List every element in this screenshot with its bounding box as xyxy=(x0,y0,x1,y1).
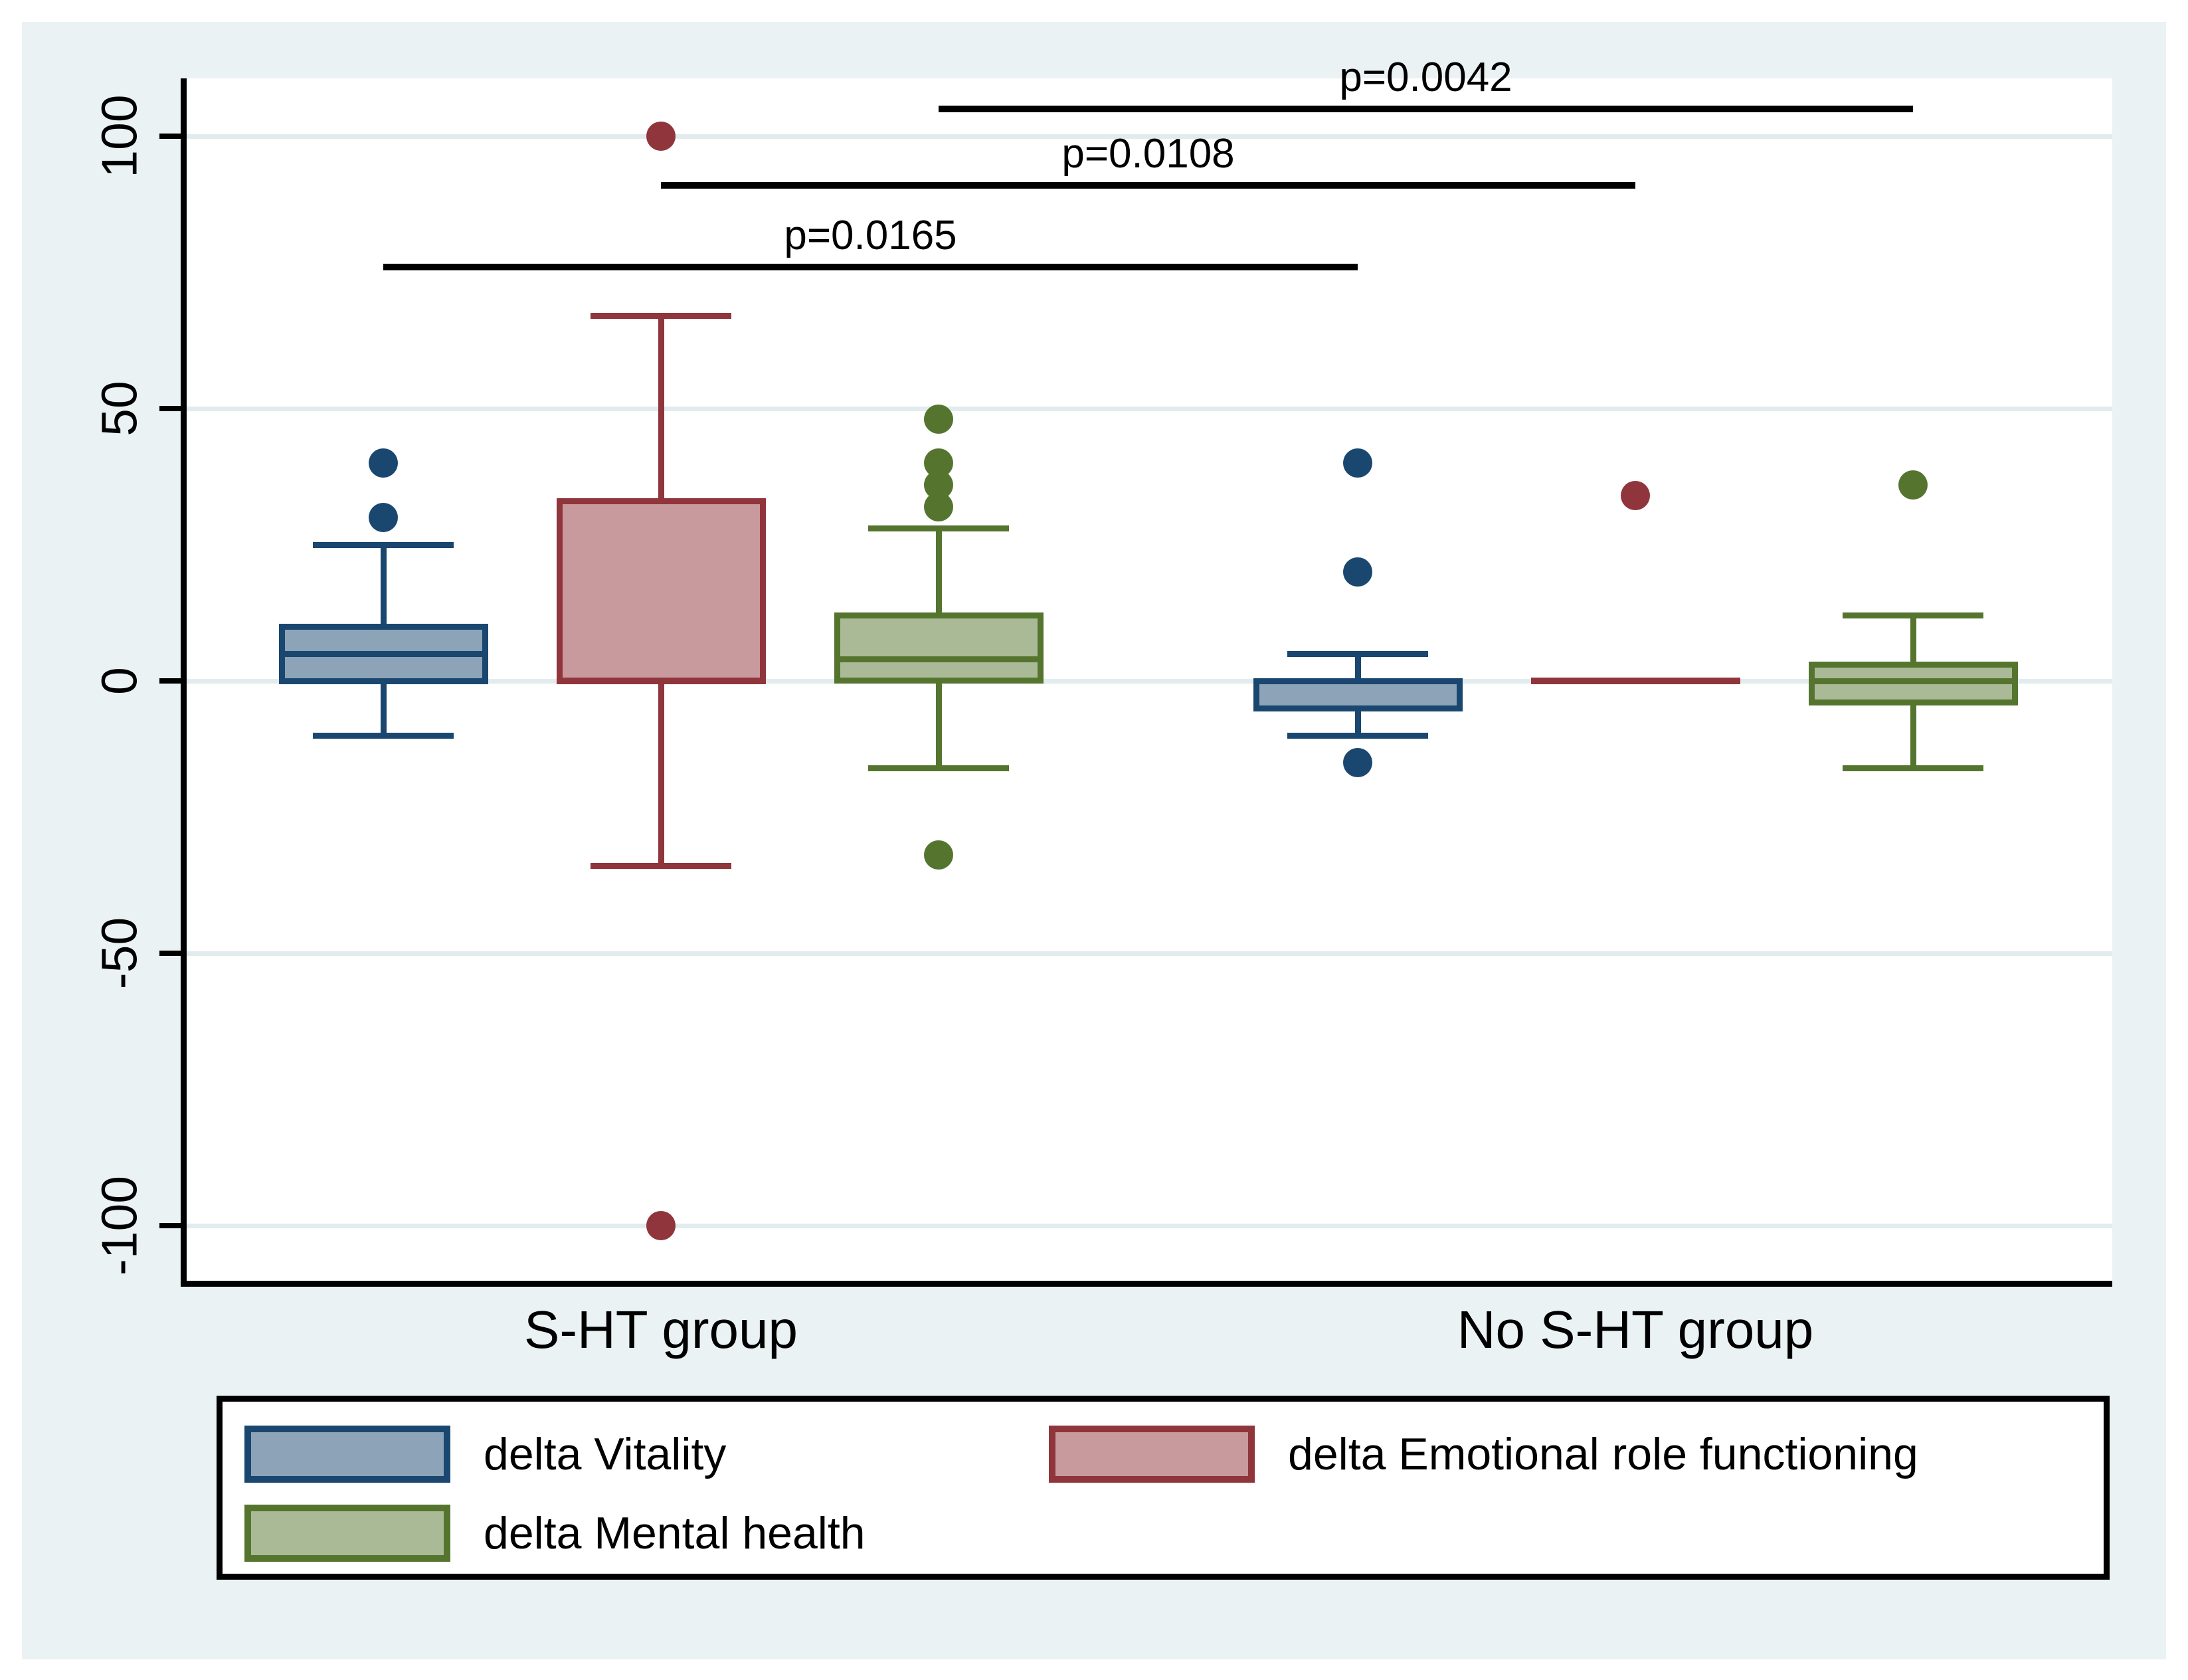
median-delta-mental-health-no-sht xyxy=(1808,678,2018,684)
significance-line-00165 xyxy=(383,263,1358,270)
y-tick-label-0: 0 xyxy=(91,667,147,695)
outlier-delta-mental-health-sht-3 xyxy=(924,492,953,521)
x-axis-line xyxy=(181,1281,2112,1287)
legend-swatch-delta-vitality xyxy=(244,1426,450,1483)
box-delta-mental-health-sht xyxy=(834,612,1044,684)
median-delta-emotional-role-functioning-no-sht xyxy=(1530,678,1740,684)
significance-label-00042: p=0.0042 xyxy=(1339,54,1512,100)
x-axis-label-sht-group: S-HT group xyxy=(523,1300,798,1359)
y-tick-label-50: 50 xyxy=(91,381,147,436)
outlier-delta-emotional-role-functioning-sht-1 xyxy=(646,1211,676,1240)
lower-whisker-cap-delta-vitality-no-sht xyxy=(1287,732,1428,739)
legend-label-delta-emotional-role-functioning: delta Emotional role functioning xyxy=(1288,1429,1918,1479)
median-delta-mental-health-sht xyxy=(834,656,1044,662)
upper-whisker-cap-delta-vitality-sht xyxy=(313,541,454,548)
y-axis-line xyxy=(181,78,187,1287)
significance-label-00108: p=0.0108 xyxy=(1061,130,1235,177)
upper-whisker-delta-mental-health-sht xyxy=(935,528,942,616)
upper-whisker-delta-mental-health-no-sht xyxy=(1910,615,1916,665)
gridline-50 xyxy=(186,406,2112,411)
outlier-delta-vitality-sht-0 xyxy=(369,448,398,478)
upper-whisker-cap-delta-mental-health-sht xyxy=(868,525,1009,531)
y-tick-label--50: -50 xyxy=(91,917,147,990)
median-delta-emotional-role-functioning-sht xyxy=(556,678,766,684)
median-delta-vitality-no-sht xyxy=(1253,678,1463,684)
legend-swatch-delta-mental-health xyxy=(244,1505,450,1562)
lower-whisker-delta-mental-health-sht xyxy=(935,681,942,769)
y-tick-label--100: -100 xyxy=(91,1175,147,1276)
upper-whisker-cap-delta-vitality-no-sht xyxy=(1287,650,1428,657)
outlier-delta-vitality-sht-1 xyxy=(369,503,398,532)
x-axis-label-no-sht-group: No S-HT group xyxy=(1457,1300,1814,1359)
significance-label-00165: p=0.0165 xyxy=(784,212,957,258)
lower-whisker-delta-vitality-no-sht xyxy=(1354,708,1361,735)
outlier-delta-mental-health-no-sht-0 xyxy=(1898,470,1928,500)
legend-box: delta Vitality delta Emotional role funct… xyxy=(217,1396,2110,1580)
lower-whisker-delta-emotional-role-functioning-sht xyxy=(658,681,664,866)
lower-whisker-cap-delta-vitality-sht xyxy=(313,732,454,739)
significance-line-00108 xyxy=(661,181,1635,189)
lower-whisker-cap-delta-emotional-role-functioning-sht xyxy=(591,863,731,870)
outlier-delta-vitality-no-sht-1 xyxy=(1343,557,1372,587)
gridline--100 xyxy=(186,1223,2112,1228)
outlier-delta-emotional-role-functioning-sht-0 xyxy=(646,122,676,151)
significance-line-00042 xyxy=(939,106,1913,112)
upper-whisker-delta-vitality-no-sht xyxy=(1354,654,1361,681)
upper-whisker-cap-delta-mental-health-no-sht xyxy=(1843,612,1983,619)
legend-label-delta-mental-health: delta Mental health xyxy=(484,1508,866,1558)
lower-whisker-cap-delta-mental-health-no-sht xyxy=(1843,765,1983,771)
y-tick-50 xyxy=(159,406,181,411)
outlier-delta-vitality-no-sht-2 xyxy=(1343,748,1372,777)
outlier-delta-emotional-role-functioning-no-sht-0 xyxy=(1621,481,1650,511)
upper-whisker-delta-vitality-sht xyxy=(380,545,387,626)
y-tick-0 xyxy=(159,678,181,684)
outlier-delta-mental-health-sht-4 xyxy=(924,840,953,870)
y-tick-label-100: 100 xyxy=(91,94,147,178)
legend-label-delta-vitality: delta Vitality xyxy=(484,1429,727,1479)
y-tick-100 xyxy=(159,134,181,139)
y-tick--100 xyxy=(159,1223,181,1228)
y-tick--50 xyxy=(159,951,181,956)
box-delta-emotional-role-functioning-sht xyxy=(556,498,766,684)
gridline-100 xyxy=(186,134,2112,139)
gridline--50 xyxy=(186,951,2112,956)
outlier-delta-mental-health-sht-0 xyxy=(924,405,953,434)
upper-whisker-delta-emotional-role-functioning-sht xyxy=(658,316,664,502)
median-delta-vitality-sht xyxy=(278,650,488,657)
upper-whisker-cap-delta-emotional-role-functioning-sht xyxy=(591,313,731,320)
gridline-0 xyxy=(186,678,2112,684)
lower-whisker-cap-delta-mental-health-sht xyxy=(868,765,1009,771)
lower-whisker-delta-mental-health-no-sht xyxy=(1910,702,1916,769)
legend-swatch-delta-emotional-role-functioning xyxy=(1049,1426,1255,1483)
lower-whisker-delta-vitality-sht xyxy=(380,681,387,735)
outlier-delta-vitality-no-sht-0 xyxy=(1343,448,1372,478)
